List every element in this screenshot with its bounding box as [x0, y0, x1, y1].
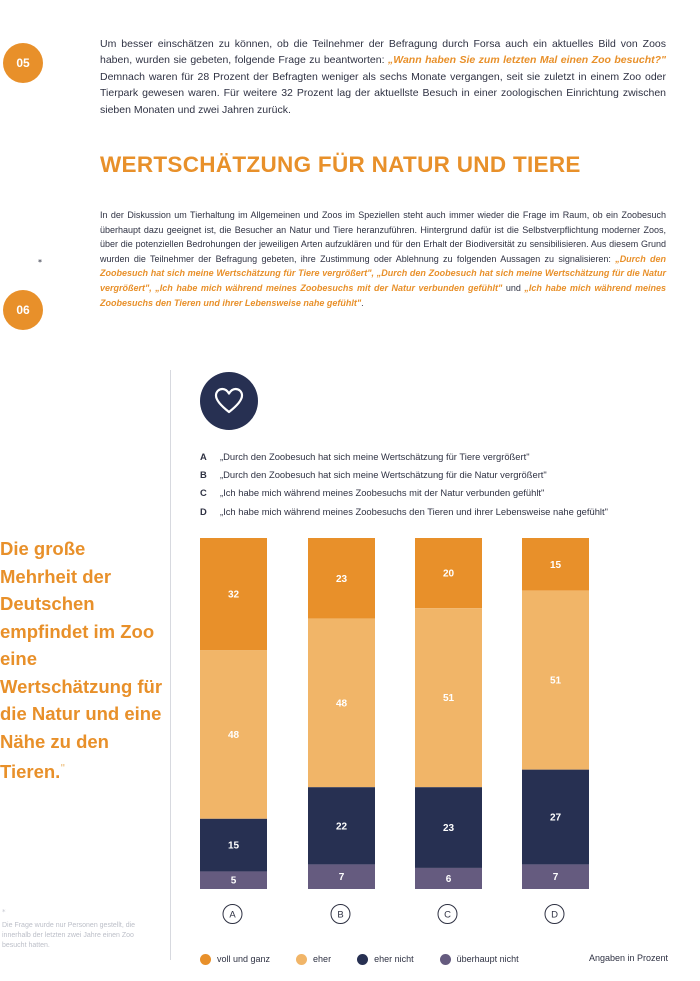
statement-item: A „Durch den Zoobesuch hat sich meine Wer… [200, 448, 680, 466]
heart-badge [200, 372, 258, 430]
data-label-b-eher-nicht: 22 [336, 821, 348, 832]
pull-quote-mark: " [60, 763, 66, 774]
statement-letter: D [200, 505, 207, 517]
bar-segment-c-voll-und-ganz [415, 538, 482, 609]
bar-segment-a-uberhaupt-nicht [200, 871, 267, 889]
bar-segment-b-uberhaupt-nicht [308, 864, 375, 889]
data-label-a-voll-und-ganz: 32 [228, 590, 240, 601]
body-quotes: „Durch den Zoobesuch hat sich meine Wert… [100, 253, 666, 293]
category-circle-b [330, 904, 351, 924]
category-label-c: C [444, 910, 451, 921]
badge-number: 06 [16, 303, 30, 317]
data-label-c-uberhaupt-nicht: 6 [446, 874, 452, 885]
statement-letter: B [200, 469, 207, 481]
heart-icon [214, 387, 244, 414]
data-label-b-eher: 48 [336, 698, 348, 709]
statement-text: „Durch den Zoobesuch hat sich meine Wert… [220, 469, 547, 481]
statement-text: „Ich habe mich während meines Zoobesuchs… [220, 487, 545, 499]
legend-swatch [439, 953, 451, 965]
legend-swatch [357, 953, 369, 965]
footnote-star: * [2, 908, 6, 916]
bar-segment-b-voll-und-ganz [308, 538, 375, 619]
data-label-a-uberhaupt-nicht: 5 [231, 876, 237, 887]
legend-swatch [200, 953, 211, 965]
intro-text-end: Demnach waren für 28 Prozent der Befragt… [100, 70, 666, 116]
statement-text: „Ich habe mich während meines Zoobesuchs… [220, 505, 608, 517]
category-circle-c [437, 904, 458, 924]
data-label-b-voll-und-ganz: 23 [336, 574, 348, 585]
bar-segment-b-eher [308, 618, 375, 788]
bar-segment-d-voll-und-ganz [522, 538, 589, 591]
bar-segment-c-uberhaupt-nicht [415, 867, 482, 889]
bar-segment-d-uberhaupt-nicht [522, 864, 589, 889]
data-label-d-eher-nicht: 27 [550, 813, 562, 824]
body-text: In der Diskussion um Tierhaltung im Allg… [100, 210, 666, 264]
legend-swatch [296, 953, 308, 965]
body-conjunction: und [502, 282, 525, 293]
category-circle-d [544, 904, 565, 924]
data-label-d-voll-und-ganz: 15 [550, 560, 562, 571]
intro-text: Um besser einschätzen zu können, ob die … [100, 37, 666, 67]
data-label-d-uberhaupt-nicht: 7 [553, 872, 559, 883]
bar-segment-c-eher-nicht [415, 787, 482, 868]
data-label-c-voll-und-ganz: 20 [443, 569, 455, 580]
statement-item: B „Durch den Zoobesuch hat sich meine Wer… [200, 466, 680, 484]
legend-item-eher-nicht: eher nicht [357, 953, 414, 965]
intro-question: „Wann haben Sie zum letzten Mal einen Zo… [387, 54, 666, 66]
legend-item-voll-und-ganz: voll und ganz [200, 953, 271, 965]
footnote-text: Die Frage wurde nur Personen gestellt, d… [2, 922, 136, 949]
statement-letter: C [200, 487, 207, 499]
unit-note: Angaben in Prozent [588, 953, 668, 963]
body-last-quote: „Ich habe mich während meines Zoobesuchs… [100, 282, 666, 308]
vertical-divider [170, 370, 171, 960]
pull-quote-text: Die große Mehrheit der Deutschen empfind… [0, 538, 163, 783]
body-end: . [361, 297, 364, 308]
category-label-b: B [337, 910, 343, 921]
legend-label: voll und ganz [217, 954, 271, 964]
bar-segment-a-voll-und-ganz [200, 538, 267, 651]
data-label-a-eher-nicht: 15 [228, 841, 240, 852]
legend-item-uberhaupt-nicht: überhaupt nicht [439, 953, 519, 965]
legend-label: eher [313, 954, 332, 964]
category-label-d: D [551, 910, 558, 921]
legend-item-eher: eher [296, 953, 332, 965]
pull-quote: Die große Mehrheit der Deutschen empfind… [0, 535, 165, 786]
statement-letter: A [200, 451, 207, 462]
section-heading: WERTSCHÄTZUNG FÜR NATUR UND TIERE [100, 152, 581, 177]
legend-label: überhaupt nicht [456, 954, 519, 964]
badge-number: 05 [16, 56, 30, 70]
section-number-badge: 05 [3, 43, 43, 83]
data-label-a-eher: 48 [228, 730, 240, 741]
data-label-c-eher: 51 [443, 693, 455, 704]
statement-item: D „Ich habe mich während meines Zoobesuch… [200, 503, 680, 521]
chart-legend: voll und ganz eher eher nicht überhaupt nic… [200, 949, 545, 969]
bar-segment-a-eher-nicht [200, 818, 267, 872]
statement-text: „Durch den Zoobesuch hat sich meine Wert… [220, 451, 530, 462]
footnote-marker: * [38, 258, 42, 267]
statement-item: C „Ich habe mich während meines Zoobesuch… [200, 484, 680, 502]
data-label-b-uberhaupt-nicht: 7 [339, 872, 345, 883]
legend-label: eher nicht [374, 954, 414, 964]
bar-segment-a-eher [200, 650, 267, 819]
intro-paragraph: Um besser einschätzen zu können, ob die … [100, 36, 666, 119]
bar-segment-d-eher-nicht [522, 769, 589, 865]
bar-segment-d-eher [522, 590, 589, 770]
section-number-badge: 06 [3, 290, 43, 330]
bar-segment-b-eher-nicht [308, 787, 375, 865]
data-label-d-eher: 51 [550, 676, 562, 687]
statement-legend: A „Durch den Zoobesuch hat sich meine Wer… [200, 448, 680, 521]
category-label-a: A [229, 910, 236, 921]
data-label-c-eher-nicht: 23 [443, 823, 455, 834]
bar-segment-c-eher [415, 608, 482, 788]
body-paragraph: In der Diskussion um Tierhaltung im Allg… [100, 208, 666, 310]
category-circle-a [222, 904, 243, 924]
